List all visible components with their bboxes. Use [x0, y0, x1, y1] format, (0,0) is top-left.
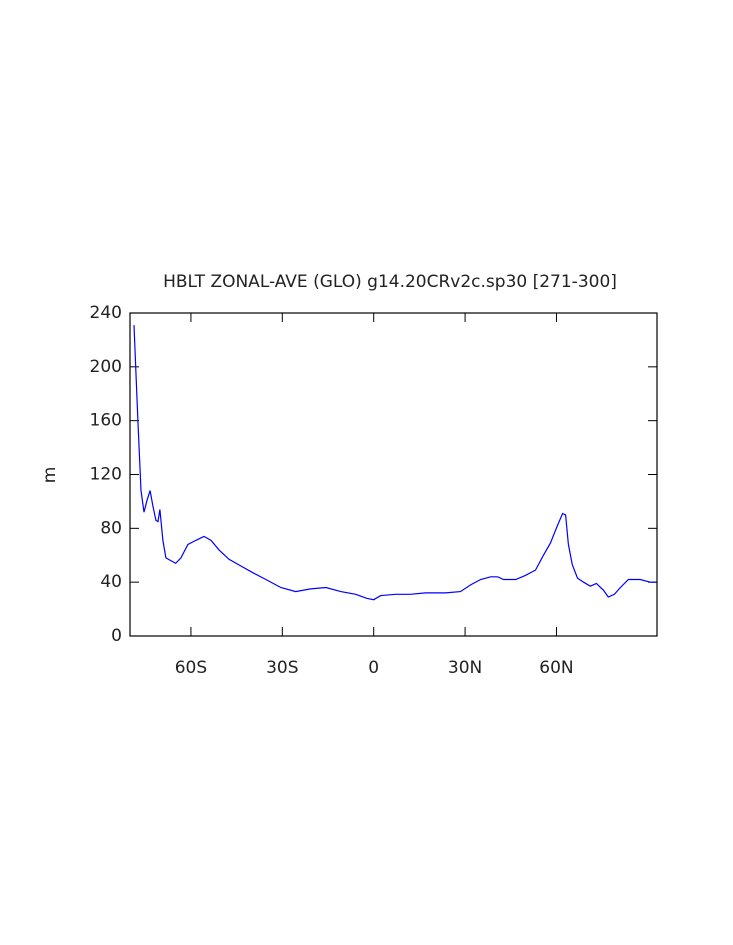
x-tick-label: 60S: [175, 658, 207, 678]
y-tick-label: 240: [90, 303, 122, 323]
y-axis-label: m: [40, 467, 60, 484]
y-tick-label: 40: [100, 572, 122, 592]
y-tick-label: 0: [111, 626, 122, 646]
y-tick-label: 120: [90, 465, 122, 485]
x-tick-label: 30S: [266, 658, 298, 678]
y-tick-label: 200: [90, 357, 122, 377]
x-tick-label: 60N: [539, 658, 573, 678]
data-line: [133, 325, 657, 601]
chart-title: HBLT ZONAL-AVE (GLO) g14.20CRv2c.sp30 [2…: [163, 272, 617, 292]
x-tick-label: 0: [368, 658, 379, 678]
y-tick-label: 160: [90, 411, 122, 431]
y-tick-label: 80: [100, 518, 122, 538]
x-tick-label: 30N: [448, 658, 482, 678]
